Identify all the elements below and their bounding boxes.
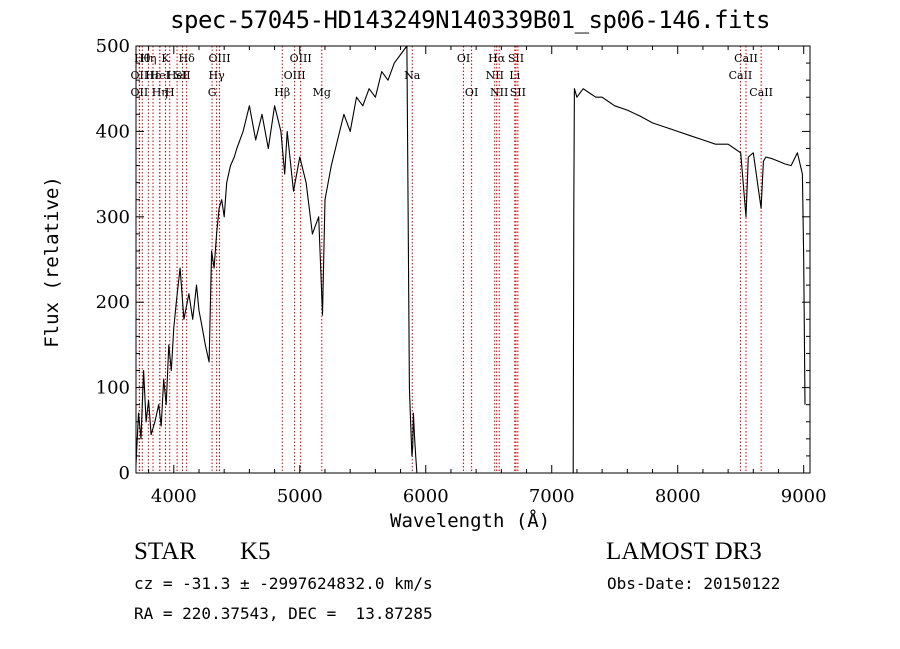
y-tick-label-0: 0 — [119, 463, 130, 484]
marker-label-6: Hη — [152, 86, 168, 99]
x-axis-label: Wavelength (Å) — [390, 510, 551, 532]
plot-frame — [135, 45, 811, 474]
marker-label-29: CaII — [734, 52, 758, 65]
marker-label-16: OIII — [284, 69, 306, 82]
x-tick-label-1: 5000 — [277, 486, 323, 507]
y-tick-label-1: 100 — [96, 378, 130, 399]
coordinates-readout: RA = 220.37543, DEC = 13.87285 — [134, 604, 433, 623]
marker-label-15: Hβ — [274, 86, 290, 99]
marker-label-3: Hη — [140, 52, 156, 65]
marker-label-7: K — [161, 52, 170, 65]
y-axis-label-wrap: Flux (relative) — [41, 176, 63, 348]
marker-label-22: NII — [486, 69, 504, 82]
survey-name: LAMOST DR3 — [606, 538, 762, 565]
marker-label-25: Li — [509, 69, 520, 82]
y-tick-label-4: 400 — [96, 121, 130, 142]
marker-label-27: SII — [510, 86, 526, 99]
marker-label-21: OI — [465, 86, 478, 99]
spectrum-line-0 — [135, 45, 806, 474]
marker-label-24: NII — [490, 86, 508, 99]
marker-label-18: Mg — [313, 86, 331, 99]
marker-label-10: SII — [174, 69, 190, 82]
line-markers: HθOIIOIIHηHεHeIHηKHHeISIIHδGHγOIIIHβOIII… — [131, 46, 773, 473]
marker-label-26: SII — [508, 52, 524, 65]
observation-date: Obs-Date: 20150122 — [607, 574, 781, 593]
marker-label-0: Hθ — [134, 52, 151, 65]
marker-label-14: OIII — [208, 52, 230, 65]
marker-label-30: CaII — [749, 86, 773, 99]
x-tick-label-3: 7000 — [529, 486, 575, 507]
marker-label-28: CaII — [729, 69, 753, 82]
y-axis-label: Flux (relative) — [41, 176, 63, 348]
spectrum-series — [135, 45, 806, 474]
axis-ticks: 4000 5000 6000 7000 8000 9000 0 100 200 300 400 500 — [96, 36, 827, 507]
marker-label-4: Hε — [145, 69, 161, 82]
chart-title: spec-57045-HD143249N140339B01_sp06-146.f… — [170, 6, 770, 34]
marker-label-20: OI — [457, 52, 470, 65]
object-class: STAR — [134, 538, 196, 565]
y-tick-label-5: 500 — [96, 36, 130, 57]
marker-label-8: H — [165, 86, 175, 99]
marker-label-11: Hδ — [179, 52, 196, 65]
marker-label-13: Hγ — [209, 69, 226, 82]
marker-label-23: Hα — [488, 52, 506, 65]
marker-label-2: OII — [131, 86, 149, 99]
x-tick-label-4: 8000 — [655, 486, 701, 507]
marker-label-19: Na — [404, 69, 421, 82]
marker-label-12: G — [208, 86, 217, 99]
marker-label-17: OIII — [290, 52, 312, 65]
object-subclass: K5 — [240, 538, 271, 565]
redshift-readout: cz = -31.3 ± -2997624832.0 km/s — [134, 574, 433, 593]
x-tick-label-0: 4000 — [151, 486, 197, 507]
y-tick-label-3: 300 — [96, 207, 130, 228]
x-tick-label-5: 9000 — [781, 486, 827, 507]
x-tick-label-2: 6000 — [403, 486, 449, 507]
y-tick-label-2: 200 — [96, 292, 130, 313]
